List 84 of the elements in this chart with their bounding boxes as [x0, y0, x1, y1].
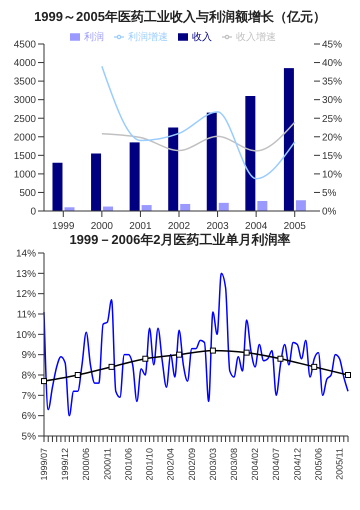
point: [41, 378, 47, 384]
x-tick-label: 2002/04: [166, 448, 176, 481]
bar: [245, 96, 256, 211]
x-tick-label: 2004/07: [271, 448, 282, 481]
bar: [218, 202, 229, 211]
x-tick-label: 2004/02: [250, 448, 260, 481]
x-tick-label: 2003/03: [208, 448, 218, 481]
y-tick-label: 8%: [22, 370, 36, 382]
y-tick-label: 500: [19, 188, 36, 199]
bar: [91, 153, 102, 211]
y-tick-label: 5%: [22, 432, 36, 443]
point: [311, 364, 318, 370]
x-tick-label: 2002/09: [186, 448, 197, 481]
point: [176, 352, 182, 358]
point: [74, 372, 81, 378]
x-tick-label: 2003: [206, 221, 230, 232]
y-tick-label: 4500: [14, 40, 36, 51]
x-tick-label: 2001: [129, 221, 152, 232]
chart-title: 1999～2005年医药工业收入与利润额增长（亿元）: [33, 8, 327, 26]
y-tick-label: 4000: [14, 58, 36, 70]
y-tick-label: 1500: [14, 150, 36, 162]
legend-label: 利润增速: [128, 32, 168, 43]
y2-tick-label: 0%: [322, 206, 337, 218]
y2-tick-label: 25%: [322, 114, 342, 125]
y-tick-label: 2500: [14, 114, 36, 125]
y-tick-label: 6%: [22, 411, 36, 422]
y-tick-label: 10%: [16, 330, 36, 341]
point: [277, 356, 284, 362]
bar: [296, 200, 306, 211]
y-tick-label: 2000: [14, 132, 36, 144]
x-tick-label: 2000/11: [102, 448, 112, 480]
bar: [103, 206, 114, 211]
x-tick-label: 2003/08: [229, 448, 239, 481]
y-tick-label: 9%: [22, 350, 36, 362]
point: [142, 356, 148, 362]
y-tick-label: 1000: [14, 169, 36, 180]
y-tick-label: 14%: [16, 248, 36, 260]
x-tick-label: 1999/12: [60, 448, 70, 481]
y-tick-label: 3500: [14, 76, 36, 88]
x-tick-label: 2005/11: [334, 448, 345, 480]
point: [345, 372, 351, 378]
y2-tick-label: 10%: [322, 169, 342, 180]
line-series: [101, 66, 296, 180]
legend-label: 收入增速: [236, 32, 276, 43]
bar: [257, 200, 268, 211]
line-series: [101, 122, 296, 152]
legend-label: 利润: [84, 32, 104, 43]
chart-title: 1999－2006年2月医药工业单月利润率: [68, 231, 292, 249]
x-tick-label: 1999: [52, 221, 75, 232]
y2-tick-label: 40%: [322, 58, 342, 70]
bar: [130, 142, 140, 211]
bar: [168, 128, 178, 211]
y-tick-label: 12%: [16, 289, 36, 300]
y-tick-label: 13%: [16, 268, 36, 280]
point: [210, 348, 216, 354]
y2-tick-label: 30%: [322, 95, 342, 106]
line-series: [43, 272, 349, 416]
y-tick-label: 7%: [22, 390, 36, 402]
bar: [142, 205, 152, 211]
point: [244, 350, 250, 356]
x-tick-label: 2004: [245, 221, 268, 232]
y2-tick-label: 5%: [322, 188, 337, 199]
bar: [180, 204, 190, 211]
x-tick-label: 2004/12: [292, 448, 302, 481]
x-tick-label: 2001/06: [123, 448, 134, 481]
y-tick-label: 3000: [14, 95, 36, 106]
x-tick-label: 2000: [90, 221, 114, 232]
x-tick-label: 2001/10: [144, 448, 155, 481]
point: [108, 364, 115, 370]
x-tick-label: 2005: [284, 221, 306, 232]
y2-tick-label: 35%: [322, 76, 342, 88]
x-tick-label: 2002: [168, 221, 191, 232]
bar: [206, 112, 217, 211]
x-tick-label: 2000/06: [81, 448, 92, 481]
y-tick-label: 0: [30, 206, 36, 218]
y2-tick-label: 15%: [322, 150, 342, 162]
bar: [284, 68, 294, 211]
y2-tick-label: 20%: [322, 132, 342, 144]
x-tick-label: 1999/07: [39, 448, 49, 481]
x-tick-label: 2005/06: [313, 448, 324, 481]
y-tick-label: 11%: [16, 310, 36, 321]
bar: [52, 162, 62, 211]
legend-label: 收入: [192, 32, 212, 43]
y2-tick-label: 45%: [322, 40, 342, 51]
